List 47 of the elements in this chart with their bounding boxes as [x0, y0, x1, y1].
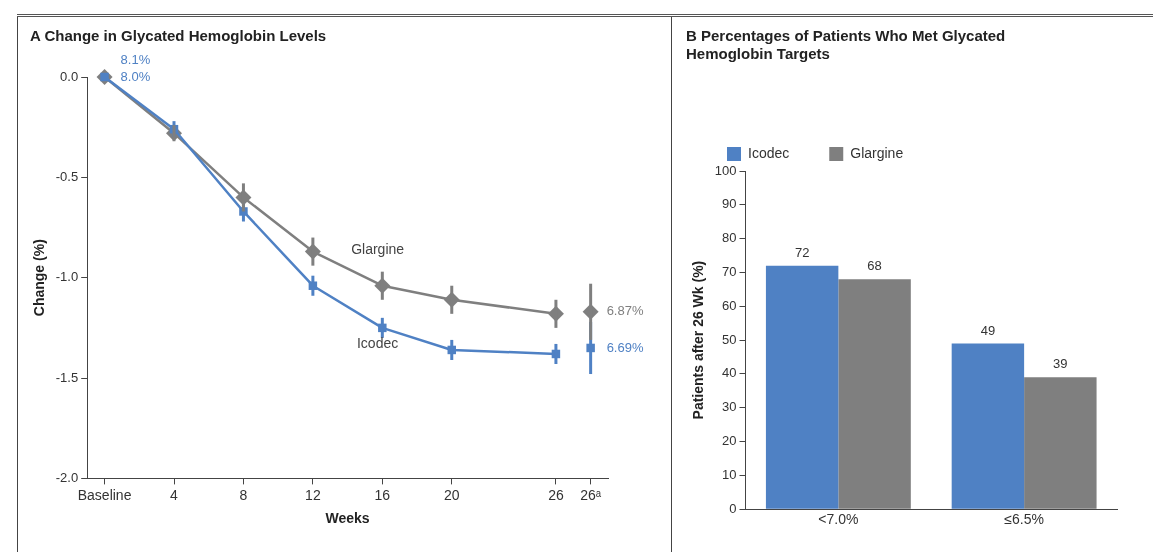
annotation: 6.69%	[606, 339, 644, 355]
y-tick-label: 90	[722, 196, 737, 212]
y-tick-label: -1.0	[55, 269, 79, 285]
data-label: 49	[980, 322, 996, 338]
y-tick-label: 10	[722, 466, 737, 482]
y-axis-title: Change (%)	[31, 239, 48, 317]
y-tick-label: 40	[722, 365, 737, 381]
data-label: 72	[794, 244, 810, 260]
y-tick-label: -1.5	[55, 369, 79, 385]
x-tick-label: 26	[548, 486, 564, 503]
bar	[765, 265, 839, 509]
data-label: 68	[867, 258, 882, 274]
y-tick-label: -2.0	[55, 469, 79, 485]
x-tick-label: 8	[239, 486, 248, 503]
y-tick-label: 80	[722, 230, 737, 246]
y-tick-label: 0.0	[60, 68, 79, 84]
y-tick-label: 100	[714, 162, 737, 178]
chart-title: B Percentages of Patients Who Met Glycated Hemoglobin Targets	[685, 26, 1007, 63]
y-tick-label: 20	[722, 433, 737, 449]
x-tick-label: 20	[443, 486, 460, 503]
annotation: 6.87%	[606, 303, 644, 319]
x-tick-label: 4	[170, 486, 179, 503]
bar	[1024, 377, 1097, 509]
y-tick-label: 30	[722, 399, 737, 415]
bar	[951, 343, 1025, 509]
x-tick-label: ≤6.5%	[1004, 511, 1044, 528]
y-tick-label: 0	[729, 500, 737, 516]
y-axis-title: Patients after 26 Wk (%)	[690, 260, 707, 420]
series-label: Glargine	[351, 240, 405, 257]
x-axis-title: Weeks	[325, 510, 370, 527]
y-tick-label: 50	[722, 331, 737, 347]
x-tick-label: 16	[374, 486, 391, 503]
legend-label: Glargine	[850, 144, 904, 161]
y-tick-label: 60	[722, 297, 737, 313]
annotation: 8.1%	[120, 52, 151, 68]
annotation: 8.0%	[120, 69, 151, 85]
x-tick-label: Baseline	[77, 486, 132, 503]
data-label: 39	[1053, 356, 1068, 372]
bar	[838, 279, 911, 509]
x-tick-label: 12	[305, 486, 321, 503]
x-tick-label: <7.0%	[818, 511, 859, 528]
x-tick-label: 26ᵃ	[580, 486, 602, 503]
y-tick-label: -0.5	[55, 168, 79, 184]
series-label: Icodec	[356, 334, 399, 351]
y-tick-label: 70	[722, 264, 737, 280]
chart-title: A Change in Glycated Hemoglobin Levels	[29, 26, 328, 45]
legend-label: Icodec	[748, 144, 790, 161]
